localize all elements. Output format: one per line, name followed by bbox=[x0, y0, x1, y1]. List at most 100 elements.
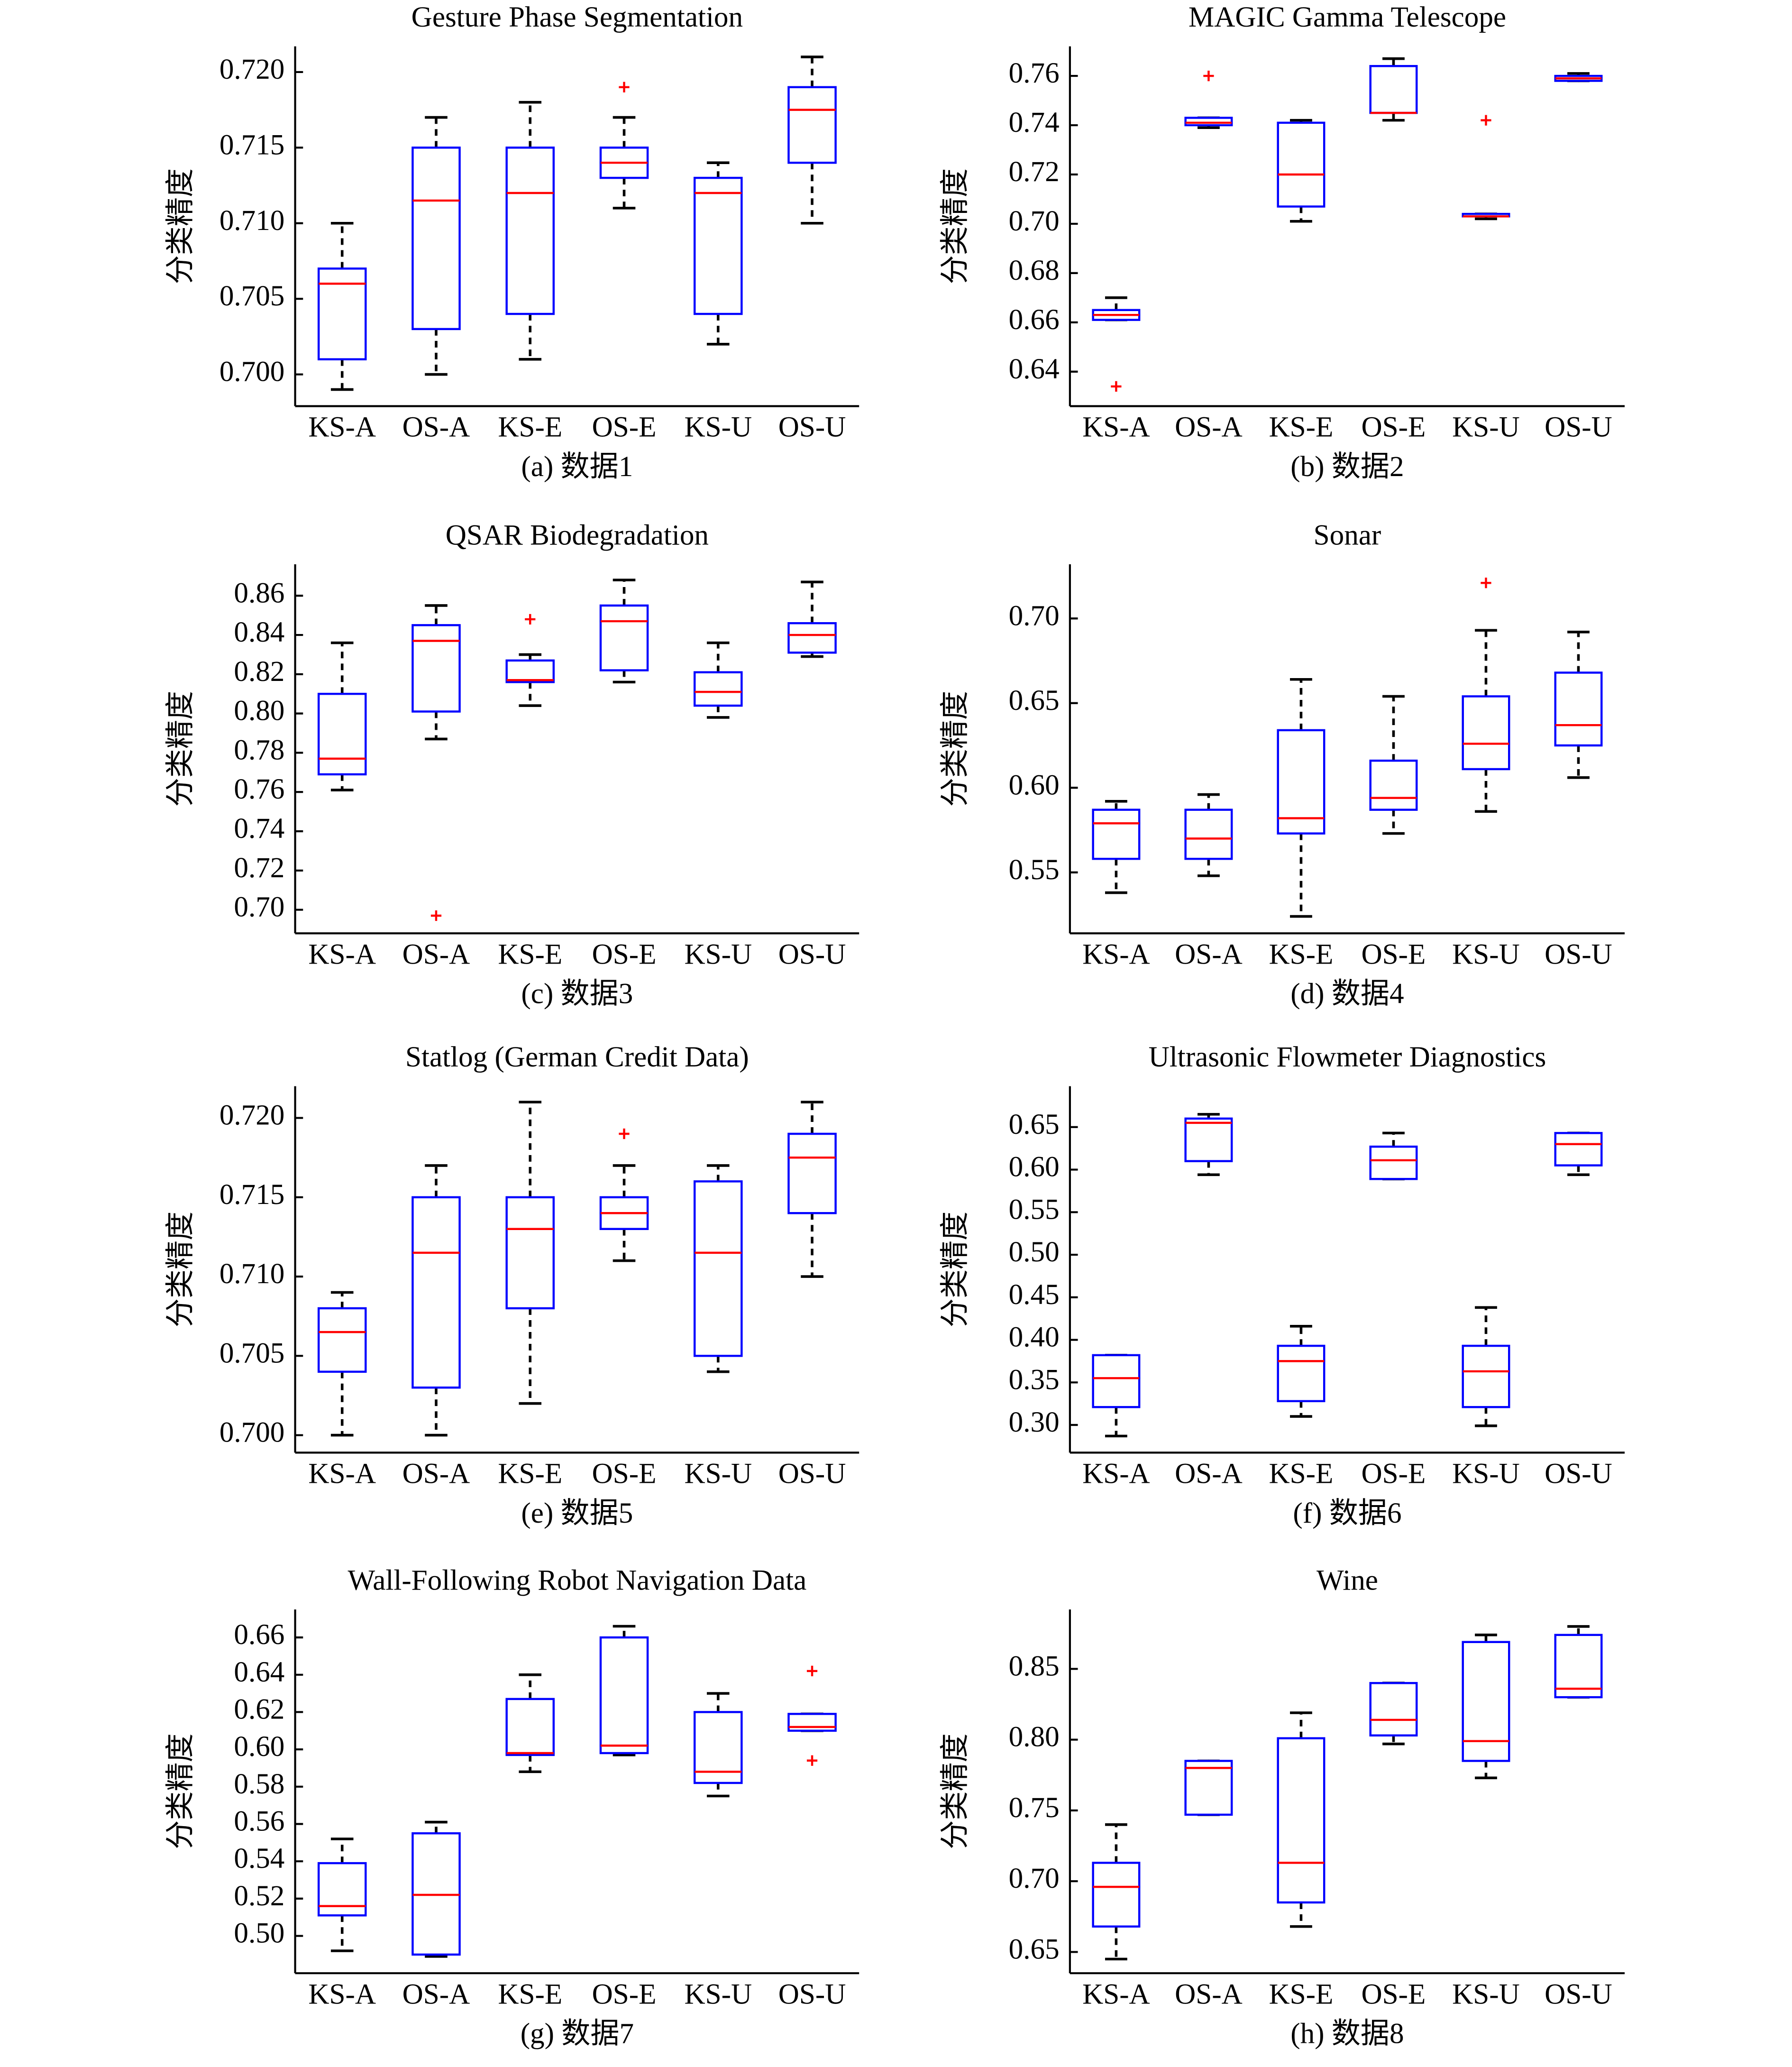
y-tick-label: 0.65 bbox=[1009, 685, 1060, 717]
y-tick-label: 0.54 bbox=[234, 1843, 284, 1874]
box bbox=[787, 1132, 837, 1214]
y-tick-label: 0.715 bbox=[219, 1179, 285, 1211]
y-tick-label: 0.68 bbox=[1009, 255, 1060, 286]
box bbox=[505, 147, 555, 315]
x-tick-label: KS-U bbox=[1452, 1978, 1520, 2010]
outlier bbox=[1203, 70, 1214, 82]
box bbox=[1462, 1344, 1510, 1408]
y-tick-label: 0.72 bbox=[234, 852, 284, 884]
y-tick-label: 0.705 bbox=[219, 280, 285, 312]
x-tick-label: KS-U bbox=[1452, 1458, 1520, 1489]
box bbox=[787, 86, 837, 164]
box bbox=[1554, 671, 1603, 747]
chart-title: Ultrasonic Flowmeter Diagnostics bbox=[1149, 1041, 1546, 1073]
x-tick-label: KS-A bbox=[1082, 1978, 1150, 2010]
y-tick-label: 0.64 bbox=[234, 1656, 284, 1688]
caption: (d) 数据4 bbox=[1290, 978, 1404, 1010]
box bbox=[1092, 1862, 1141, 1928]
x-tick-label: OS-U bbox=[778, 1978, 846, 2010]
x-tick-label: OS-A bbox=[1175, 1458, 1243, 1489]
y-tick-label: 0.50 bbox=[1009, 1236, 1060, 1268]
caption: (e) 数据5 bbox=[521, 1497, 633, 1529]
box bbox=[1369, 1682, 1418, 1736]
x-tick-label: OS-A bbox=[402, 938, 470, 970]
x-tick-label: OS-E bbox=[592, 1458, 657, 1489]
x-tick-label: KS-A bbox=[308, 938, 376, 970]
x-tick-label: OS-A bbox=[1175, 1978, 1243, 2010]
y-tick-label: 0.62 bbox=[234, 1694, 284, 1726]
y-tick-label: 0.72 bbox=[1009, 156, 1060, 188]
outlier bbox=[806, 1755, 818, 1766]
box bbox=[1369, 1145, 1418, 1180]
y-tick-label: 0.40 bbox=[1009, 1322, 1060, 1353]
box bbox=[1184, 1117, 1233, 1162]
y-tick-label: 0.75 bbox=[1009, 1792, 1060, 1824]
y-tick-label: 0.55 bbox=[1009, 1194, 1060, 1225]
box bbox=[1092, 808, 1141, 860]
x-tick-label: KS-E bbox=[1269, 1978, 1334, 2010]
x-tick-label: KS-A bbox=[1082, 938, 1150, 970]
chart-title: Statlog (German Credit Data) bbox=[405, 1041, 749, 1073]
y-tick-label: 0.700 bbox=[219, 1417, 285, 1449]
y-axis-label: 分类精度 bbox=[165, 1212, 196, 1328]
y-tick-label: 0.80 bbox=[1009, 1721, 1060, 1753]
x-tick-label: OS-A bbox=[402, 1458, 470, 1489]
box bbox=[1462, 1641, 1510, 1762]
outlier bbox=[1481, 578, 1491, 588]
y-tick-label: 0.74 bbox=[1009, 107, 1060, 138]
caption: (f) 数据6 bbox=[1293, 1497, 1401, 1529]
y-axis-label: 分类精度 bbox=[165, 691, 196, 807]
box bbox=[505, 1196, 555, 1310]
y-tick-label: 0.705 bbox=[219, 1337, 285, 1369]
box bbox=[1277, 729, 1326, 835]
outlier bbox=[525, 614, 536, 625]
outlier bbox=[430, 910, 442, 921]
x-tick-label: KS-E bbox=[1269, 938, 1334, 970]
y-tick-label: 0.60 bbox=[1009, 769, 1060, 801]
box bbox=[599, 604, 649, 671]
y-tick-label: 0.74 bbox=[234, 813, 284, 845]
box bbox=[1277, 1344, 1326, 1402]
y-tick-label: 0.720 bbox=[219, 54, 285, 85]
y-tick-label: 0.70 bbox=[1009, 600, 1060, 632]
y-tick-label: 0.65 bbox=[1009, 1109, 1060, 1140]
outlier bbox=[1111, 381, 1122, 392]
y-tick-label: 0.710 bbox=[219, 205, 285, 237]
box bbox=[787, 1713, 837, 1732]
x-tick-label: KS-E bbox=[498, 938, 562, 970]
y-tick-label: 0.58 bbox=[234, 1768, 284, 1800]
x-tick-label: KS-A bbox=[308, 1458, 376, 1489]
box bbox=[1092, 1354, 1141, 1408]
box bbox=[1554, 1132, 1603, 1167]
y-tick-label: 0.70 bbox=[1009, 1863, 1060, 1894]
x-tick-label: OS-A bbox=[402, 412, 470, 443]
box bbox=[599, 1636, 649, 1755]
x-tick-label: OS-E bbox=[1362, 938, 1426, 970]
x-tick-label: KS-A bbox=[1082, 1458, 1150, 1489]
box bbox=[317, 1862, 367, 1917]
box bbox=[1462, 695, 1510, 771]
outlier bbox=[619, 1128, 630, 1139]
box bbox=[505, 1698, 555, 1756]
y-tick-label: 0.30 bbox=[1009, 1406, 1060, 1438]
x-tick-label: KS-A bbox=[308, 1978, 376, 2010]
caption: (c) 数据3 bbox=[521, 978, 633, 1010]
x-tick-label: KS-E bbox=[1269, 412, 1334, 443]
y-tick-label: 0.82 bbox=[234, 656, 284, 688]
box bbox=[317, 267, 367, 360]
outlier bbox=[619, 82, 630, 92]
box bbox=[1184, 1760, 1233, 1816]
y-tick-label: 0.66 bbox=[234, 1619, 284, 1651]
x-tick-label: OS-E bbox=[592, 412, 657, 443]
y-tick-label: 0.76 bbox=[234, 773, 284, 805]
x-tick-label: OS-A bbox=[402, 1978, 470, 2010]
x-tick-label: KS-A bbox=[1082, 412, 1150, 443]
x-tick-label: KS-E bbox=[498, 1458, 562, 1489]
box bbox=[1554, 1634, 1603, 1699]
y-tick-label: 0.715 bbox=[219, 129, 285, 161]
x-tick-label: KS-U bbox=[684, 1458, 752, 1489]
box bbox=[317, 1307, 367, 1373]
x-tick-label: OS-U bbox=[1545, 1458, 1612, 1489]
chart-title: QSAR Biodegradation bbox=[446, 519, 709, 551]
